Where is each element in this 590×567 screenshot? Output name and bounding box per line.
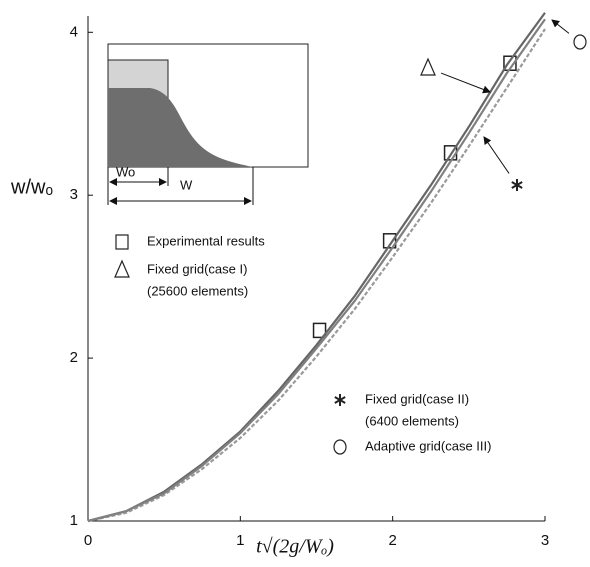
inset-label: Wo — [116, 164, 135, 179]
legend-label: Fixed grid(case I) — [147, 261, 247, 276]
x-tick-label: 0 — [84, 532, 92, 549]
legend-note: (25600 elements) — [147, 283, 248, 298]
legend-symbol — [334, 394, 346, 406]
inset-diagram — [107, 43, 309, 205]
legend-label: Adaptive grid(case III) — [365, 438, 491, 453]
x-tick-label: 1 — [236, 532, 244, 549]
annotation-arrow — [440, 72, 491, 94]
y-tick-label: 2 — [70, 349, 78, 366]
legend-symbol — [114, 259, 130, 278]
annotation-arrow — [483, 136, 510, 174]
annotation-arrow — [551, 19, 570, 34]
x-axis-label: t√(2g/Wₒ) — [256, 536, 334, 558]
data-line — [87, 12, 546, 523]
inset-label: W — [180, 177, 193, 192]
legend-label: Fixed grid(case II) — [365, 391, 469, 406]
annotation-symbol — [420, 57, 436, 76]
y-tick-label: 1 — [70, 512, 78, 529]
data-point — [382, 233, 397, 249]
data-line — [87, 28, 546, 523]
legend-note: (6400 elements) — [365, 413, 459, 428]
legend-symbol — [333, 439, 347, 455]
data-line — [87, 18, 546, 523]
x-tick-label: 2 — [388, 532, 396, 549]
legend-label: Experimental results — [147, 233, 265, 248]
y-axis-label: w/wₒ — [10, 176, 53, 198]
annotation-symbol — [573, 34, 587, 50]
data-point — [312, 322, 327, 339]
legend-symbol — [115, 234, 129, 250]
y-tick-label: 4 — [70, 23, 78, 40]
annotation-symbol — [511, 179, 523, 191]
y-tick-label: 3 — [70, 186, 78, 203]
x-tick-label: 3 — [541, 532, 549, 549]
